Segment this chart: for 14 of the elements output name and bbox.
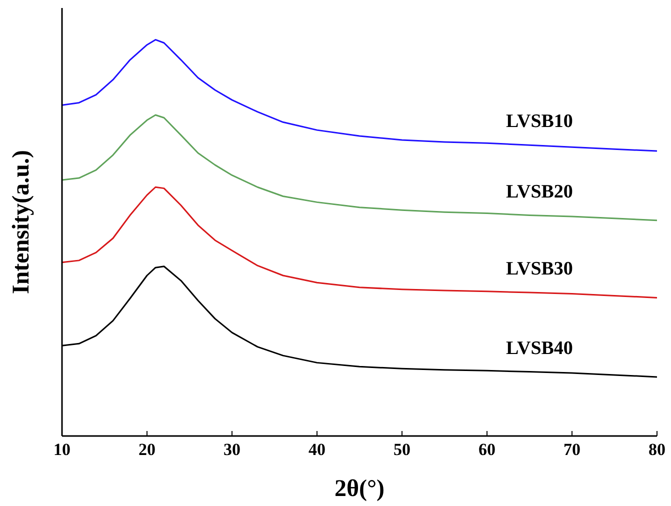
series-label: LVSB20 [506,181,573,202]
series-label: LVSB40 [506,338,573,359]
x-axis-title: 2θ(°) [334,476,385,502]
x-tick-label: 40 [308,440,326,460]
x-tick-label: 30 [224,440,240,460]
series-label: LVSB30 [506,258,573,280]
x-tick-label: 70 [564,440,580,460]
x-tick-label: 50 [394,440,410,460]
x-tick-label: 20 [138,440,156,460]
x-tick-label: 60 [478,440,496,460]
x-tick-label: 10 [54,440,70,460]
x-tick-label: 80 [648,440,666,460]
y-axis-title: Intensity(a.u.) [8,150,35,294]
series-label: LVSB10 [506,111,573,132]
